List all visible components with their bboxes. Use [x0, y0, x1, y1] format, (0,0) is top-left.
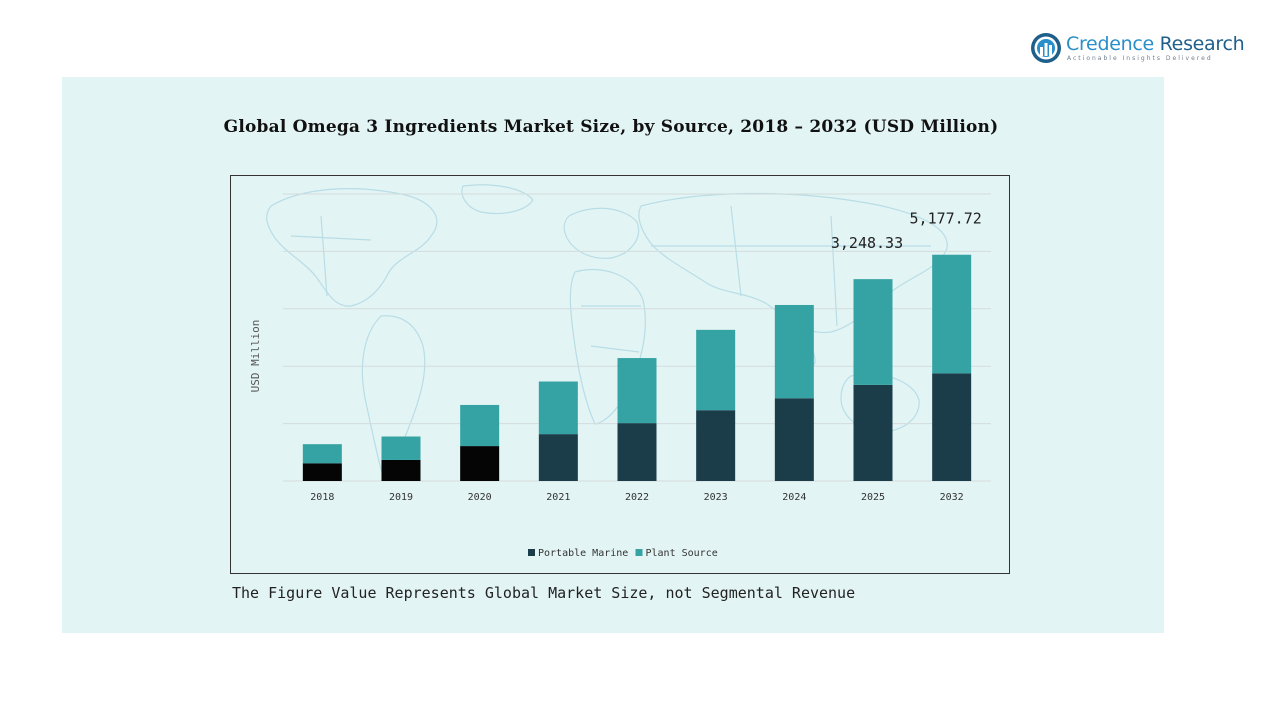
bar-2022-portable-marine [617, 423, 657, 481]
chart-frame: 2018 2019 2020 2021 2022 2023 2024 2025 2032 3,2… [230, 175, 1010, 574]
total-value-labels: 3,248.33 5,177.72 [831, 210, 982, 252]
bar-2023-portable-marine [696, 410, 736, 481]
legend-label-plant-source: Plant Source [646, 548, 718, 559]
bar-2021-plant-source [538, 381, 578, 435]
bar-2021-portable-marine [538, 434, 578, 481]
x-tick-label-2018: 2018 [310, 492, 334, 503]
bar-2019-portable-marine [381, 459, 421, 481]
bar-2025-portable-marine [853, 384, 893, 481]
legend-swatch-portable-marine [528, 549, 535, 556]
x-tick-label-2022: 2022 [625, 492, 649, 503]
stacked-bar-chart: 2018 2019 2020 2021 2022 2023 2024 2025 2032 3,2… [249, 184, 991, 559]
x-tick-label-2021: 2021 [546, 492, 570, 503]
brand-tagline: Actionable Insights Delivered [1067, 55, 1213, 62]
bar-2019-plant-source [381, 436, 421, 460]
x-axis-tick-labels: 2018 2019 2020 2021 2022 2023 2024 2025 2032 [310, 492, 963, 503]
footnote: The Figure Value Represents Global Marke… [232, 584, 856, 602]
y-axis-label: USD Million [249, 320, 262, 393]
bar-2018-portable-marine [302, 463, 342, 481]
chart-panel [62, 77, 1164, 633]
total-label-2032: 5,177.72 [910, 210, 982, 228]
bar-2024-plant-source [774, 304, 814, 399]
x-tick-label-2025: 2025 [861, 492, 885, 503]
x-tick-label-2024: 2024 [782, 492, 806, 503]
world-map-watermark [266, 184, 957, 478]
legend: Portable Marine Plant Source [528, 548, 718, 559]
legend-label-portable-marine: Portable Marine [538, 548, 628, 559]
x-tick-label-2032: 2032 [940, 492, 964, 503]
bar-2020-portable-marine [460, 446, 500, 481]
bar-2032-plant-source [932, 254, 972, 374]
bars [302, 254, 972, 481]
x-tick-label-2020: 2020 [468, 492, 492, 503]
bar-2018-plant-source [302, 444, 342, 464]
bar-2020-plant-source [460, 404, 500, 447]
credence-research-logo: Credence Research Actionable Insights De… [1030, 31, 1245, 67]
x-tick-label-2019: 2019 [389, 492, 413, 503]
bar-2024-portable-marine [774, 398, 814, 481]
brand-name: Credence Research [1066, 33, 1245, 55]
bar-2022-plant-source [617, 358, 657, 424]
logo-mark-icon [1031, 33, 1061, 63]
bar-2032-portable-marine [932, 373, 972, 481]
chart-title: Global Omega 3 Ingredients Market Size, … [223, 117, 999, 137]
x-tick-label-2023: 2023 [704, 492, 728, 503]
bar-2025-plant-source [853, 279, 893, 385]
total-label-2025: 3,248.33 [831, 234, 903, 252]
legend-swatch-plant-source [635, 549, 643, 556]
bar-2023-plant-source [696, 329, 736, 411]
